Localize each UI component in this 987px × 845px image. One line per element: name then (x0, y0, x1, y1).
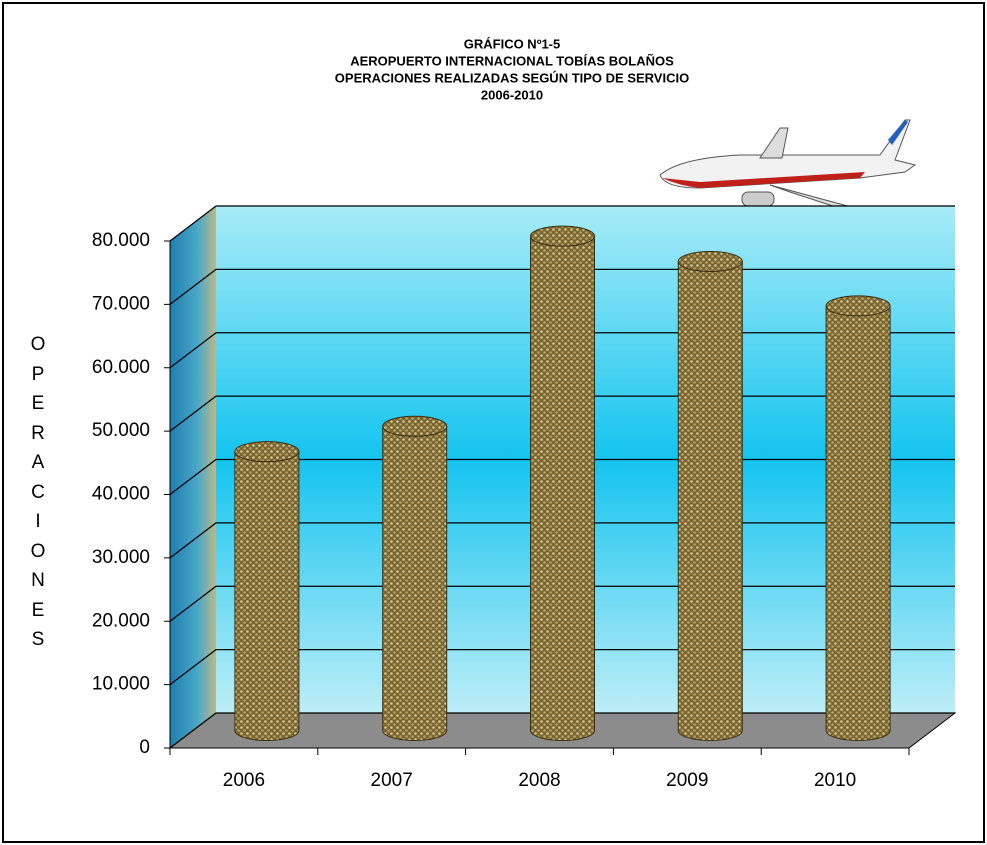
bar (825, 295, 891, 741)
y-tick-label: 0 (139, 737, 150, 758)
x-tick-label: 2008 (518, 770, 560, 791)
y-tick-label: 60.000 (92, 357, 150, 378)
x-tick-label: 2009 (666, 770, 708, 791)
chart-title: AEROPUERTO INTERNACIONAL TOBÍAS BOLAÑOS (350, 53, 674, 68)
bar (530, 225, 595, 741)
bar (234, 441, 300, 741)
bar-top (825, 295, 891, 317)
bar-body (382, 425, 448, 741)
x-tick-label: 2007 (371, 770, 413, 791)
bar-body (677, 261, 743, 741)
x-tick-label: 2010 (814, 770, 856, 791)
bar-top (530, 225, 595, 247)
bar-top (677, 251, 743, 273)
y-tick-label: 40.000 (92, 484, 150, 505)
bar (382, 415, 448, 741)
y-tick-label: 30.000 (92, 547, 150, 568)
y-tick-label: 80.000 (92, 230, 150, 251)
bar-top (234, 441, 300, 463)
bar-body (234, 451, 300, 741)
grid-line (169, 205, 955, 242)
y-tick-label: 10.000 (92, 674, 150, 695)
y-tick-label: 50.000 (92, 420, 150, 441)
x-tick-label: 2006 (223, 770, 265, 791)
bar (677, 251, 743, 741)
y-tick-label: 20.000 (92, 610, 150, 631)
bar-body (825, 305, 891, 741)
chart-title: 2006-2010 (481, 87, 543, 102)
bar-body (530, 235, 595, 741)
chart-title: OPERACIONES REALIZADAS SEGÚN TIPO DE SER… (335, 70, 689, 85)
y-tick-label: 70.000 (92, 293, 150, 314)
chart-title: GRÁFICO Nº1-5 (464, 36, 560, 51)
bar-top (382, 415, 448, 437)
y-axis-label: OPERACIONES (30, 334, 46, 650)
airplane (659, 119, 917, 211)
